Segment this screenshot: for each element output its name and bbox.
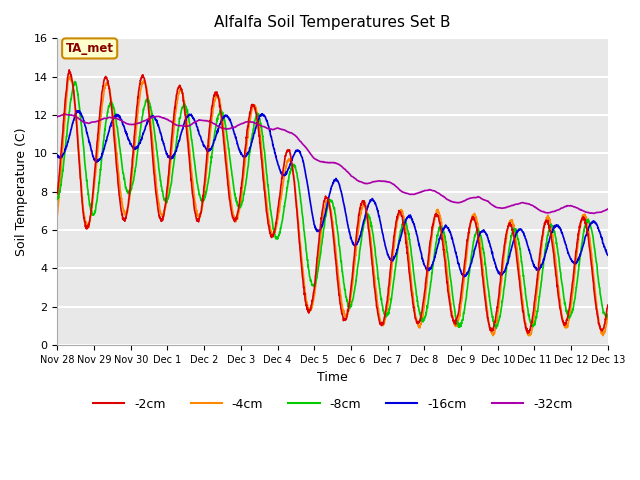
Text: TA_met: TA_met [66,42,114,55]
X-axis label: Time: Time [317,371,348,384]
Legend: -2cm, -4cm, -8cm, -16cm, -32cm: -2cm, -4cm, -8cm, -16cm, -32cm [88,393,577,416]
Y-axis label: Soil Temperature (C): Soil Temperature (C) [15,127,28,256]
Title: Alfalfa Soil Temperatures Set B: Alfalfa Soil Temperatures Set B [214,15,451,30]
